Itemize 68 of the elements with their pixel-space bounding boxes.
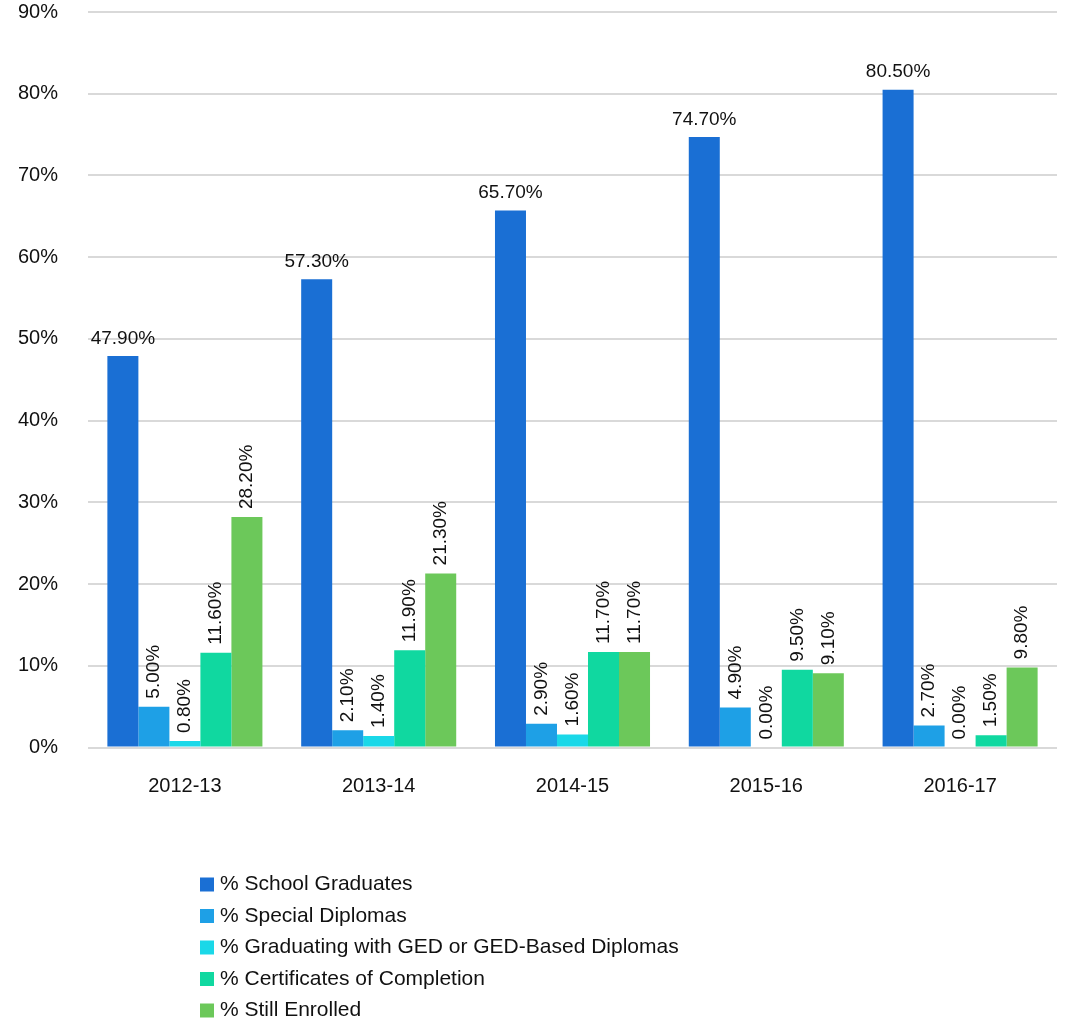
legend-label: % Graduating with GED or GED-Based Diplomas	[220, 934, 679, 958]
data-label: 0.00%	[948, 685, 970, 740]
data-label: 11.90%	[397, 579, 419, 643]
data-label: 74.70%	[672, 107, 737, 129]
bar	[882, 89, 914, 747]
data-label: 9.50%	[785, 607, 807, 662]
bar	[975, 735, 1007, 747]
data-label: 11.70%	[622, 580, 644, 644]
bar	[494, 210, 526, 747]
bar	[363, 736, 395, 747]
bar	[619, 651, 651, 747]
data-label: 1.50%	[979, 673, 1001, 728]
bar	[200, 652, 232, 747]
y-tick-label: 50%	[17, 326, 59, 349]
bar	[107, 356, 139, 747]
bar	[301, 279, 333, 747]
bar	[525, 723, 557, 747]
data-label: 0.00%	[754, 685, 776, 740]
data-label: 57.30%	[284, 249, 349, 271]
legend-label: % Still Enrolled	[220, 997, 362, 1021]
x-tick-label: 2012-13	[148, 774, 222, 797]
bar	[913, 725, 945, 747]
x-tick-label: 2016-17	[923, 774, 997, 797]
legend-label: % School Graduates	[220, 871, 413, 895]
x-tick-label: 2014-15	[535, 774, 610, 797]
y-tick-label: 10%	[17, 653, 59, 676]
data-label: 1.40%	[366, 674, 388, 729]
data-label: 47.90%	[90, 326, 156, 348]
bar	[169, 740, 201, 747]
data-label: 2.70%	[917, 663, 939, 718]
legend-label: % Certificates of Completion	[220, 965, 485, 989]
data-label: 4.90%	[723, 645, 745, 700]
data-label: 80.50%	[865, 60, 931, 82]
bar	[394, 650, 426, 747]
data-label: 0.80%	[173, 678, 195, 733]
y-tick-label: 80%	[17, 81, 59, 104]
data-label: 1.60%	[560, 672, 582, 727]
y-tick-label: 70%	[17, 162, 59, 185]
bar	[557, 734, 588, 747]
legend-label: % Special Diplomas	[220, 902, 407, 926]
bar	[231, 517, 263, 747]
data-label: 11.60%	[204, 581, 226, 645]
data-label: 65.70%	[478, 181, 543, 203]
y-tick-label: 30%	[17, 489, 59, 512]
data-label: 11.70%	[591, 580, 613, 644]
bar	[781, 669, 813, 747]
bar	[138, 706, 170, 747]
data-label: 2.90%	[529, 661, 551, 716]
bar	[588, 651, 620, 747]
bar	[425, 573, 457, 747]
data-label: 9.80%	[1010, 605, 1032, 660]
y-tick-label: 40%	[17, 408, 59, 431]
data-label: 2.10%	[335, 668, 357, 723]
data-label: 5.00%	[142, 644, 164, 699]
x-tick-label: 2015-16	[729, 774, 803, 797]
data-label: 21.30%	[428, 500, 450, 566]
y-tick-label: 0%	[29, 735, 59, 758]
y-tick-label: 90%	[17, 0, 59, 22]
data-label: 28.20%	[235, 444, 257, 510]
bar	[688, 137, 720, 747]
y-tick-label: 60%	[17, 244, 59, 267]
bar	[1006, 667, 1038, 747]
bar	[332, 730, 364, 747]
bar	[812, 673, 844, 747]
y-tick-label: 20%	[17, 571, 59, 594]
data-label: 9.10%	[816, 611, 838, 666]
bar	[719, 707, 751, 747]
x-tick-label: 2013-14	[342, 774, 416, 797]
